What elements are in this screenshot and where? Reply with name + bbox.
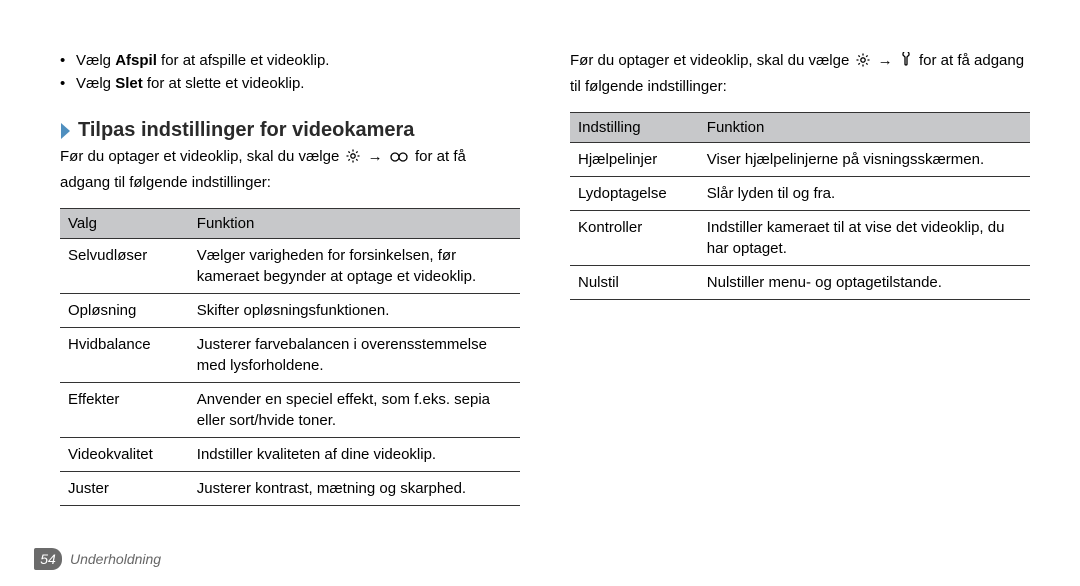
cell-key: Hjælpelinjer xyxy=(570,143,699,177)
text-bold: Afspil xyxy=(115,52,157,69)
cell-value: Indstiller kvaliteten af dine videoklip. xyxy=(189,438,520,472)
cell-key: Hvidbalance xyxy=(60,328,189,383)
left-column: Vælg Afspil for at afspille et videoklip… xyxy=(60,50,520,566)
cell-value: Justerer farvebalancen i overensstemmels… xyxy=(189,328,520,383)
sub-heading: Tilpas indstillinger for videokamera xyxy=(60,119,520,142)
table-row: VideokvalitetIndstiller kvaliteten af di… xyxy=(60,438,520,472)
cell-value: Slår lyden til og fra. xyxy=(699,177,1030,211)
bullet-item: Vælg Slet for at slette et videoklip. xyxy=(60,73,520,96)
settings-table-left: Valg Funktion SelvudløserVælger varighed… xyxy=(60,208,520,506)
cell-key: Opløsning xyxy=(60,294,189,328)
cell-value: Justerer kontrast, mætning og skarphed. xyxy=(189,472,520,506)
th-function: Funktion xyxy=(189,209,520,239)
wrench-icon xyxy=(899,52,913,76)
intro-text: Før du optager et videoklip, skal du væl… xyxy=(570,50,1030,98)
cell-key: Juster xyxy=(60,472,189,506)
cell-key: Selvudløser xyxy=(60,239,189,294)
cell-value: Anvender en speciel effekt, som f.eks. s… xyxy=(189,383,520,438)
table-row: HjælpelinjerViser hjælpelinjerne på visn… xyxy=(570,143,1030,177)
cell-value: Vælger varigheden for forsinkelsen, før … xyxy=(189,239,520,294)
cell-key: Nulstil xyxy=(570,266,699,300)
table-row: OpløsningSkifter opløsningsfunktionen. xyxy=(60,294,520,328)
text: Før du optager et videoklip, skal du væl… xyxy=(570,52,853,69)
intro-text: Før du optager et videoklip, skal du væl… xyxy=(60,146,520,194)
cell-key: Effekter xyxy=(60,383,189,438)
section-name: Underholdning xyxy=(70,551,161,567)
table-row: EffekterAnvender en speciel effekt, som … xyxy=(60,383,520,438)
bullet-list: Vælg Afspil for at afspille et videoklip… xyxy=(60,50,520,95)
text: for at afspille et videoklip. xyxy=(157,52,330,69)
cell-key: Lydoptagelse xyxy=(570,177,699,211)
table-row: NulstilNulstiller menu- og optagetilstan… xyxy=(570,266,1030,300)
text: Før du optager et videoklip, skal du væl… xyxy=(60,148,343,165)
table-header-row: Valg Funktion xyxy=(60,209,520,239)
footer: 54 Underholdning xyxy=(34,548,161,570)
th-option: Indstilling xyxy=(570,113,699,143)
cell-key: Kontroller xyxy=(570,211,699,266)
cell-value: Indstiller kameraet til at vise det vide… xyxy=(699,211,1030,266)
text-bold: Slet xyxy=(115,75,143,92)
page: Vælg Afspil for at afspille et videoklip… xyxy=(0,0,1080,586)
cell-key: Videokvalitet xyxy=(60,438,189,472)
table-row: KontrollerIndstiller kameraet til at vis… xyxy=(570,211,1030,266)
bullet-item: Vælg Afspil for at afspille et videoklip… xyxy=(60,50,520,73)
table-header-row: Indstilling Funktion xyxy=(570,113,1030,143)
th-option: Valg xyxy=(60,209,189,239)
th-function: Funktion xyxy=(699,113,1030,143)
right-column: Før du optager et videoklip, skal du væl… xyxy=(570,50,1030,566)
heading-text: Tilpas indstillinger for videokamera xyxy=(78,119,414,142)
table-row: JusterJusterer kontrast, mætning og skar… xyxy=(60,472,520,506)
cell-value: Viser hjælpelinjerne på visningsskærmen. xyxy=(699,143,1030,177)
page-number: 54 xyxy=(34,548,62,570)
text: → xyxy=(363,148,386,165)
cell-value: Nulstiller menu- og optagetilstande. xyxy=(699,266,1030,300)
text: Vælg xyxy=(76,52,115,69)
text: → xyxy=(873,52,896,69)
text: Vælg xyxy=(76,75,115,92)
text: for at slette et videoklip. xyxy=(143,75,305,92)
table-row: LydoptagelseSlår lyden til og fra. xyxy=(570,177,1030,211)
settings-table-right: Indstilling Funktion HjælpelinjerViser h… xyxy=(570,112,1030,300)
chevron-icon xyxy=(60,122,72,140)
cell-value: Skifter opløsningsfunktionen. xyxy=(189,294,520,328)
table-row: SelvudløserVælger varigheden for forsink… xyxy=(60,239,520,294)
gear-icon xyxy=(855,52,871,76)
table-row: HvidbalanceJusterer farvebalancen i over… xyxy=(60,328,520,383)
gear-icon xyxy=(345,148,361,172)
videocamera-icon xyxy=(389,149,409,172)
